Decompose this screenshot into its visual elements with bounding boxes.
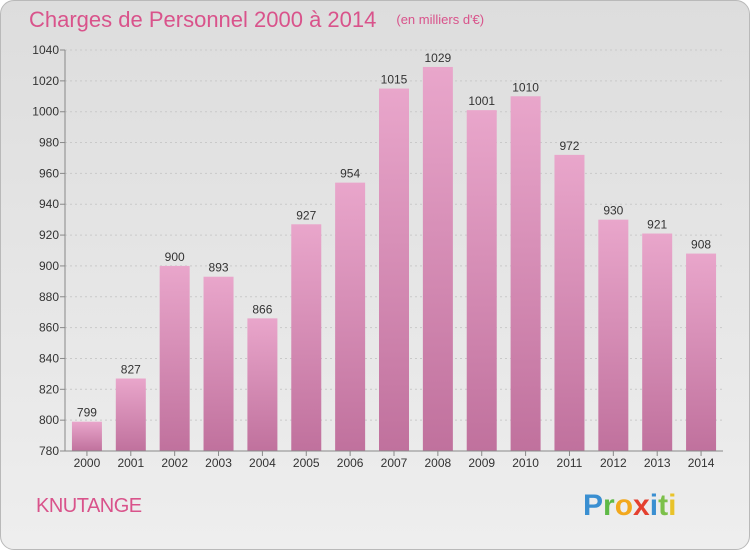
- x-tick-label: 2012: [600, 456, 627, 470]
- y-tick-label: 860: [39, 321, 59, 335]
- commune-name: KNUTANGE: [36, 495, 142, 517]
- x-tick-label: 2009: [468, 456, 495, 470]
- bar-2006: [335, 182, 366, 451]
- x-tick-label: 2011: [557, 456, 583, 470]
- bar-value-label: 908: [691, 238, 711, 252]
- bar-value-label: 799: [77, 406, 97, 420]
- x-tick-label: 2008: [425, 456, 452, 470]
- y-tick-label: 1000: [32, 105, 59, 119]
- bar-value-label: 1010: [512, 80, 539, 94]
- bar-value-label: 1029: [425, 51, 452, 65]
- x-tick-label: 2010: [512, 456, 539, 470]
- x-tick-label: 2002: [161, 456, 188, 470]
- x-axis: 2000 2001 2002 2003 2004 2005 2006 2007 2008 2009…: [65, 450, 723, 470]
- chart-title: Charges de Personnel 2000 à 2014 (en mill…: [29, 7, 484, 33]
- y-tick-label: 900: [39, 259, 59, 273]
- bar-value-label: 866: [252, 302, 272, 316]
- bar-value-label: 893: [209, 261, 229, 275]
- y-tick-label: 980: [39, 136, 59, 150]
- y-tick-label: 820: [39, 382, 59, 396]
- y-tick-label: 800: [39, 413, 59, 427]
- y-tick-label: 960: [39, 166, 59, 180]
- bar-2007: [379, 88, 409, 452]
- bar-2008: [422, 66, 453, 451]
- bar-2001: [115, 378, 146, 451]
- bar-value-label: 954: [340, 167, 360, 181]
- x-tick-label: 2000: [74, 456, 101, 470]
- bar-2005: [291, 224, 322, 451]
- x-tick-label: 2013: [644, 456, 671, 470]
- bar-value-label: 927: [296, 208, 316, 222]
- x-tick-label: 2014: [688, 456, 715, 470]
- bar-value-label: 1015: [381, 73, 408, 87]
- y-tick-label: 1020: [32, 74, 59, 88]
- y-tick-label: 780: [39, 444, 59, 458]
- bar-2002: [159, 265, 190, 451]
- bar-2013: [642, 233, 673, 451]
- bars: 799 827 900 893 866 927 954 1015 1029 1001 1010 972…: [71, 51, 717, 452]
- bar-2011: [554, 154, 585, 451]
- x-tick-label: 2003: [205, 456, 232, 470]
- y-tick-label: 920: [39, 228, 59, 242]
- bar-2009: [466, 110, 497, 452]
- y-tick-label: 940: [39, 197, 59, 211]
- bar-value-label: 1001: [468, 94, 495, 108]
- bar-2003: [203, 276, 234, 451]
- bar-2014: [686, 253, 717, 451]
- x-tick-label: 2001: [117, 456, 144, 470]
- chart-title-text: Charges de Personnel 2000 à 2014: [29, 7, 377, 32]
- bar-value-label: 827: [121, 363, 141, 377]
- y-tick-label: 1040: [32, 43, 59, 57]
- bar-2004: [247, 318, 278, 451]
- bar-2012: [598, 219, 629, 451]
- proxiti-logo: Proxiti: [583, 489, 677, 522]
- x-tick-label: 2005: [293, 456, 320, 470]
- bar-value-label: 930: [603, 204, 623, 218]
- x-tick-label: 2006: [337, 456, 364, 470]
- bar-2010: [510, 96, 541, 452]
- bar-2000: [71, 421, 102, 451]
- x-tick-label: 2007: [381, 456, 408, 470]
- y-tick-label: 880: [39, 290, 59, 304]
- bar-value-label: 921: [647, 218, 667, 232]
- x-tick-label: 2004: [249, 456, 276, 470]
- y-axis: 780 800 820 840 860 880 900 920 940 960 980 1000 102…: [32, 43, 66, 458]
- y-tick-label: 840: [39, 351, 59, 365]
- bar-value-label: 900: [165, 250, 185, 264]
- bar-value-label: 972: [559, 139, 579, 153]
- chart-subtitle: (en milliers d'€): [396, 12, 485, 27]
